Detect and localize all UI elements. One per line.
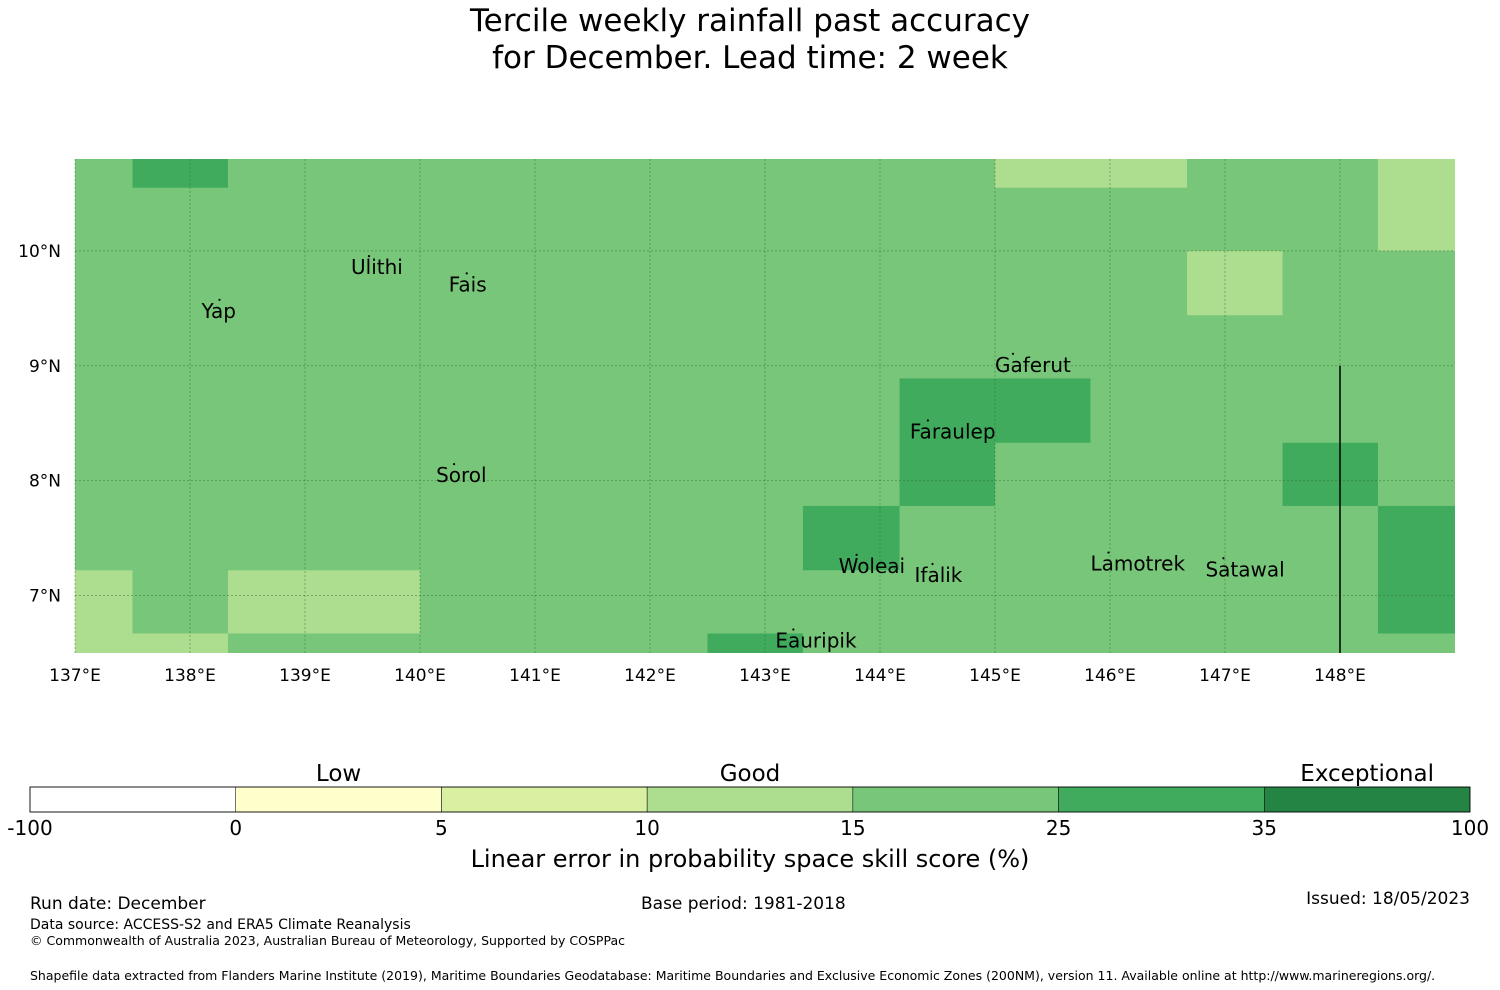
place-label: Faraulep <box>910 419 996 443</box>
island-marker <box>1011 352 1015 355</box>
issued-date: Issued: 18/05/2023 <box>1306 889 1470 909</box>
colorbar-bin <box>441 786 648 813</box>
x-tick-label: 145°E <box>969 666 1021 686</box>
x-tick-label: 139°E <box>279 666 331 686</box>
skill-cell <box>995 159 1188 188</box>
colorbar-tick-label: 0 <box>229 816 242 840</box>
run-date: Run date: December <box>30 894 206 914</box>
place-label: Sorol <box>436 463 487 487</box>
colorbar-bin <box>1264 786 1471 813</box>
colorbar-tick-label: 25 <box>1046 816 1071 840</box>
data-source: Data source: ACCESS-S2 and ERA5 Climate … <box>30 917 411 933</box>
skill-cell <box>132 159 228 188</box>
x-tick-label: 148°E <box>1314 666 1366 686</box>
colorbar-bin <box>646 786 854 813</box>
title-line-2: for December. Lead time: 2 week <box>492 40 1008 76</box>
colorbar-tick-label: 100 <box>1451 816 1489 840</box>
x-tick-label: 137°E <box>49 666 101 686</box>
island-marker <box>218 298 221 301</box>
place-label: Ifalik <box>915 563 963 587</box>
skill-cell <box>1377 159 1455 251</box>
colorbar-tick-label: 35 <box>1252 816 1277 840</box>
skill-cell <box>227 570 420 634</box>
colorbar-bin <box>1058 786 1265 813</box>
y-tick-label: 8°N <box>29 472 61 492</box>
island-marker <box>855 553 858 556</box>
skill-cell <box>75 570 133 653</box>
skill-cells <box>75 159 1455 653</box>
skill-cell <box>899 378 995 506</box>
island-marker <box>931 562 934 566</box>
colorbar-category: Low <box>316 761 361 787</box>
colorbar-tick-labels: -100 0 5 10 15 25 35 100 <box>7 816 1489 840</box>
island-marker <box>926 419 930 422</box>
skill-cell <box>1377 505 1455 634</box>
skill-cell <box>1187 250 1283 316</box>
colorbar-tick-label: 10 <box>634 816 659 840</box>
island-marker <box>792 628 795 631</box>
colorbar-bins <box>29 786 1471 813</box>
place-labels: Ulithi Fais Yap Gaferut Faraulep Sorol Woleai I… <box>201 255 1285 653</box>
x-tick-label: 143°E <box>739 666 791 686</box>
map-plot: Ulithi Fais Yap Gaferut Faraulep Sorol Woleai I… <box>18 159 1455 686</box>
y-tick-label: 9°N <box>29 357 61 377</box>
island-marker <box>367 255 371 258</box>
y-tick-label: 7°N <box>29 587 61 607</box>
x-tick-label: 146°E <box>1084 666 1136 686</box>
island-marker <box>1107 551 1110 554</box>
skill-cell <box>132 633 228 653</box>
colorbar-categories: Low Good Exceptional <box>316 761 1434 787</box>
gridlines <box>74 159 1455 653</box>
colorbar-tick-label: -100 <box>7 816 52 840</box>
x-tick-label: 147°E <box>1199 666 1251 686</box>
place-label: Gaferut <box>995 353 1071 377</box>
y-tick-label: 10°N <box>18 242 61 262</box>
shapefile-credit: Shapefile data extracted from Flanders M… <box>30 968 1436 983</box>
place-label: Lamotrek <box>1090 552 1185 576</box>
x-tick-label: 138°E <box>164 666 216 686</box>
x-tick-label: 144°E <box>854 666 906 686</box>
skill-cell <box>1282 442 1378 506</box>
colorbar-label: Linear error in probability space skill … <box>470 845 1030 873</box>
colorbar-tick-label: 15 <box>840 816 865 840</box>
island-marker <box>465 272 468 275</box>
base-period: Base period: 1981-2018 <box>641 894 846 914</box>
colorbar-tick-label: 5 <box>435 816 448 840</box>
island-marker <box>1222 557 1225 560</box>
place-label: Eauripik <box>775 629 857 653</box>
x-axis-ticks: 137°E 138°E 139°E 140°E 141°E 142°E 143°E 144°E… <box>49 666 1366 686</box>
colorbar-bin <box>852 786 1059 813</box>
colorbar-category: Exceptional <box>1300 761 1434 787</box>
colorbar-category: Good <box>720 761 781 787</box>
colorbar-outline <box>29 786 1471 813</box>
island-marker <box>453 462 456 466</box>
x-tick-label: 140°E <box>394 666 446 686</box>
copyright: © Commonwealth of Australia 2023, Austra… <box>30 933 625 948</box>
place-label: Woleai <box>839 554 906 578</box>
skill-cell <box>802 505 900 571</box>
place-label: Satawal <box>1205 557 1284 581</box>
place-label: Fais <box>449 272 487 296</box>
colorbar-bin <box>235 786 442 813</box>
skill-cell <box>995 378 1091 443</box>
skill-cell <box>707 633 803 653</box>
y-axis-ticks: 7°N 8°N 9°N 10°N <box>18 242 61 607</box>
place-label: Yap <box>201 299 236 323</box>
place-label: Ulithi <box>351 255 403 279</box>
colorbar-bin <box>29 786 236 813</box>
x-tick-label: 141°E <box>509 666 561 686</box>
x-tick-label: 142°E <box>624 666 676 686</box>
title-line-1: Tercile weekly rainfall past accuracy <box>470 3 1030 39</box>
